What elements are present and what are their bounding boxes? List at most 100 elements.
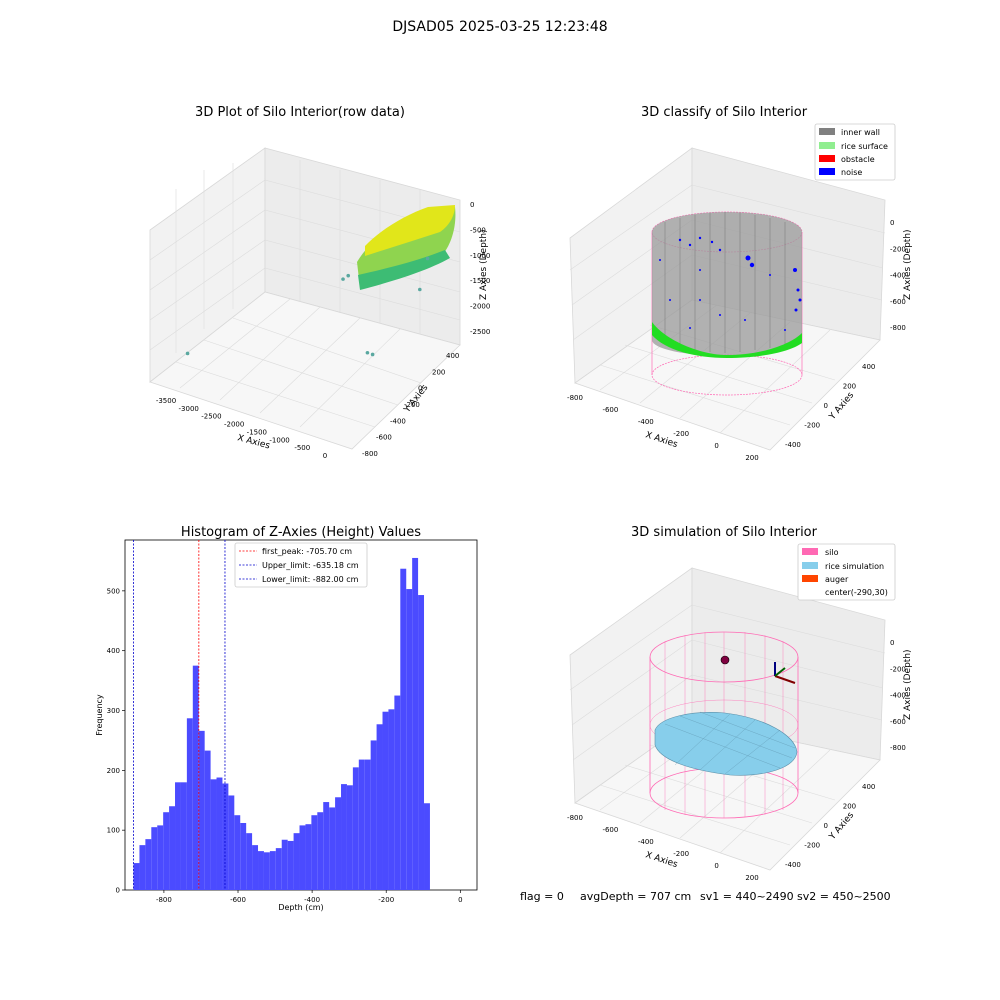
raw-x-tick-label: -500 (294, 444, 310, 452)
histogram-x-tick-label: -800 (156, 896, 172, 904)
legend-auger-swatch (802, 575, 818, 582)
raw-x-tick-label: -1500 (247, 428, 267, 436)
histogram-y-tick-label: 400 (107, 647, 120, 655)
raw-z-tick-label: -1000 (470, 252, 490, 260)
legend-rice-surface-swatch (819, 142, 835, 149)
histogram-bar (317, 812, 324, 890)
raw-outlier-point (341, 277, 345, 281)
simulation-title: 3D simulation of Silo Interior (631, 525, 818, 540)
footer-flag: flag = 0 (520, 890, 564, 903)
histogram-bar (234, 815, 241, 890)
histogram-bar (346, 785, 353, 890)
histogram-x-tick-label: -200 (378, 896, 394, 904)
raw-zlabel: Z Axies (Depth) (479, 229, 489, 300)
histogram-bar (412, 557, 419, 890)
raw-outlier-point (365, 350, 370, 355)
sim-legend: silo rice simulation auger center(-290,3… (797, 543, 896, 601)
histogram-y-tick-label: 0 (116, 887, 120, 895)
footer-avg-depth: avgDepth = 707 cm (580, 890, 691, 903)
histogram-y-tick-label: 500 (107, 587, 120, 595)
raw-z-tick-label: -2500 (470, 328, 490, 336)
histogram-bar (175, 782, 181, 890)
legend-inner-wall-swatch (819, 128, 835, 135)
classify-x-tick-label: -600 (602, 406, 618, 414)
histogram-bar (418, 595, 425, 890)
histogram-bar (293, 833, 300, 890)
histogram-bar (341, 784, 347, 890)
classify-ylabel: Y Axies (827, 390, 856, 422)
sim-z-tick-label: 0 (890, 639, 894, 647)
histogram-bar (252, 845, 259, 890)
panel-histogram: Histogram of Z-Axies (Height) Values -80… (95, 525, 478, 912)
histogram-xlabel: Depth (cm) (278, 903, 323, 912)
classify-z-tick-label: -600 (890, 298, 906, 306)
histogram-bar (180, 782, 187, 890)
raw-point-cloud-top (365, 205, 455, 256)
raw-outlier-point (185, 351, 190, 356)
sim-z-tick-label: -800 (890, 744, 906, 752)
raw-x-tick-label: -1000 (269, 436, 289, 444)
classify-x-tick-label: 200 (745, 454, 758, 462)
raw-z-tick-label: 0 (470, 201, 474, 209)
histogram-bars (133, 557, 430, 890)
sim-z-tick-label: -200 (890, 665, 906, 673)
histogram-bar (240, 822, 247, 890)
raw-y-tick-label: -400 (390, 417, 406, 425)
figure-suptitle: DJSAD05 2025-03-25 12:23:48 (392, 19, 607, 35)
histogram-bar (323, 802, 330, 890)
raw-y-tick-label: 0 (418, 385, 422, 393)
sim-ylabel: Y Axies (827, 810, 856, 842)
legend-obstacle-swatch (819, 155, 835, 162)
legend-obstacle: obstacle (841, 155, 875, 164)
sim-x-tick-label: 200 (745, 874, 758, 882)
panel-raw-title: 3D Plot of Silo Interior(row data) (195, 105, 405, 120)
sim-rice-surface (654, 712, 798, 776)
classify-zlabel: Z Axies (Depth) (903, 229, 913, 300)
histogram-bar (198, 730, 205, 890)
classify-legend: inner wall rice surface obstacle noise (814, 123, 896, 181)
histogram-bar (228, 795, 235, 890)
sim-y-tick-label: 0 (824, 822, 828, 830)
panel-classify-title: 3D classify of Silo Interior (641, 105, 808, 120)
histogram-x-tick-label: -400 (304, 896, 320, 904)
histogram-ylabel: Frequency (95, 694, 104, 736)
histogram-bar (210, 779, 217, 890)
sim-pane-floor (574, 719, 881, 871)
histogram-lines (133, 540, 226, 890)
histogram-bar (358, 759, 365, 890)
raw-y-tick-label: -800 (362, 450, 378, 458)
classify-x-tick-label: 0 (714, 442, 718, 450)
raw-x-tick-label: -3500 (156, 397, 176, 405)
histogram-x-tick-label: -600 (230, 896, 246, 904)
histogram-x-tick-label: 0 (458, 896, 462, 904)
sim-center-marker (720, 655, 730, 665)
histogram-bar (400, 568, 407, 890)
histogram-bar (424, 803, 430, 890)
legend-lower-limit: Lower_limit: -882.00 cm (262, 575, 359, 584)
raw-x-tick-label: -2000 (224, 421, 244, 429)
classify-z-tick-label: -400 (890, 272, 906, 280)
sim-z-tick-label: -400 (890, 692, 906, 700)
histogram-bar (275, 848, 282, 890)
histogram-bar (145, 839, 152, 890)
sim-zlabel: Z Axies (Depth) (903, 649, 913, 720)
classify-y-tick-label: -200 (804, 422, 820, 430)
raw-z-tick-label: -2000 (470, 303, 490, 311)
classify-inner-wall (652, 212, 802, 356)
histogram-bar (406, 589, 413, 890)
histogram-bar (370, 740, 377, 890)
legend-rice-surface: rice surface (841, 142, 888, 151)
raw-y-tick-label: 400 (446, 352, 459, 360)
raw-x-ticks: -3500-3000-2500-2000-1500-1000 -500 0 (156, 397, 327, 460)
sim-y-ticks: -400 -200 0 200 400 (785, 783, 875, 869)
sim-triad-x (774, 675, 796, 684)
legend-rice-simulation: rice simulation (825, 562, 884, 571)
classify-rice-surface (652, 322, 802, 358)
histogram-bar (192, 665, 199, 890)
histogram-bar (222, 783, 229, 890)
raw-z-ticks: 0 -500 -1000 -1500 -2000 -2500 (470, 201, 490, 336)
histogram-bar (364, 759, 371, 890)
histogram-y-ticks: 0 100 200 300 400 500 (107, 587, 125, 895)
